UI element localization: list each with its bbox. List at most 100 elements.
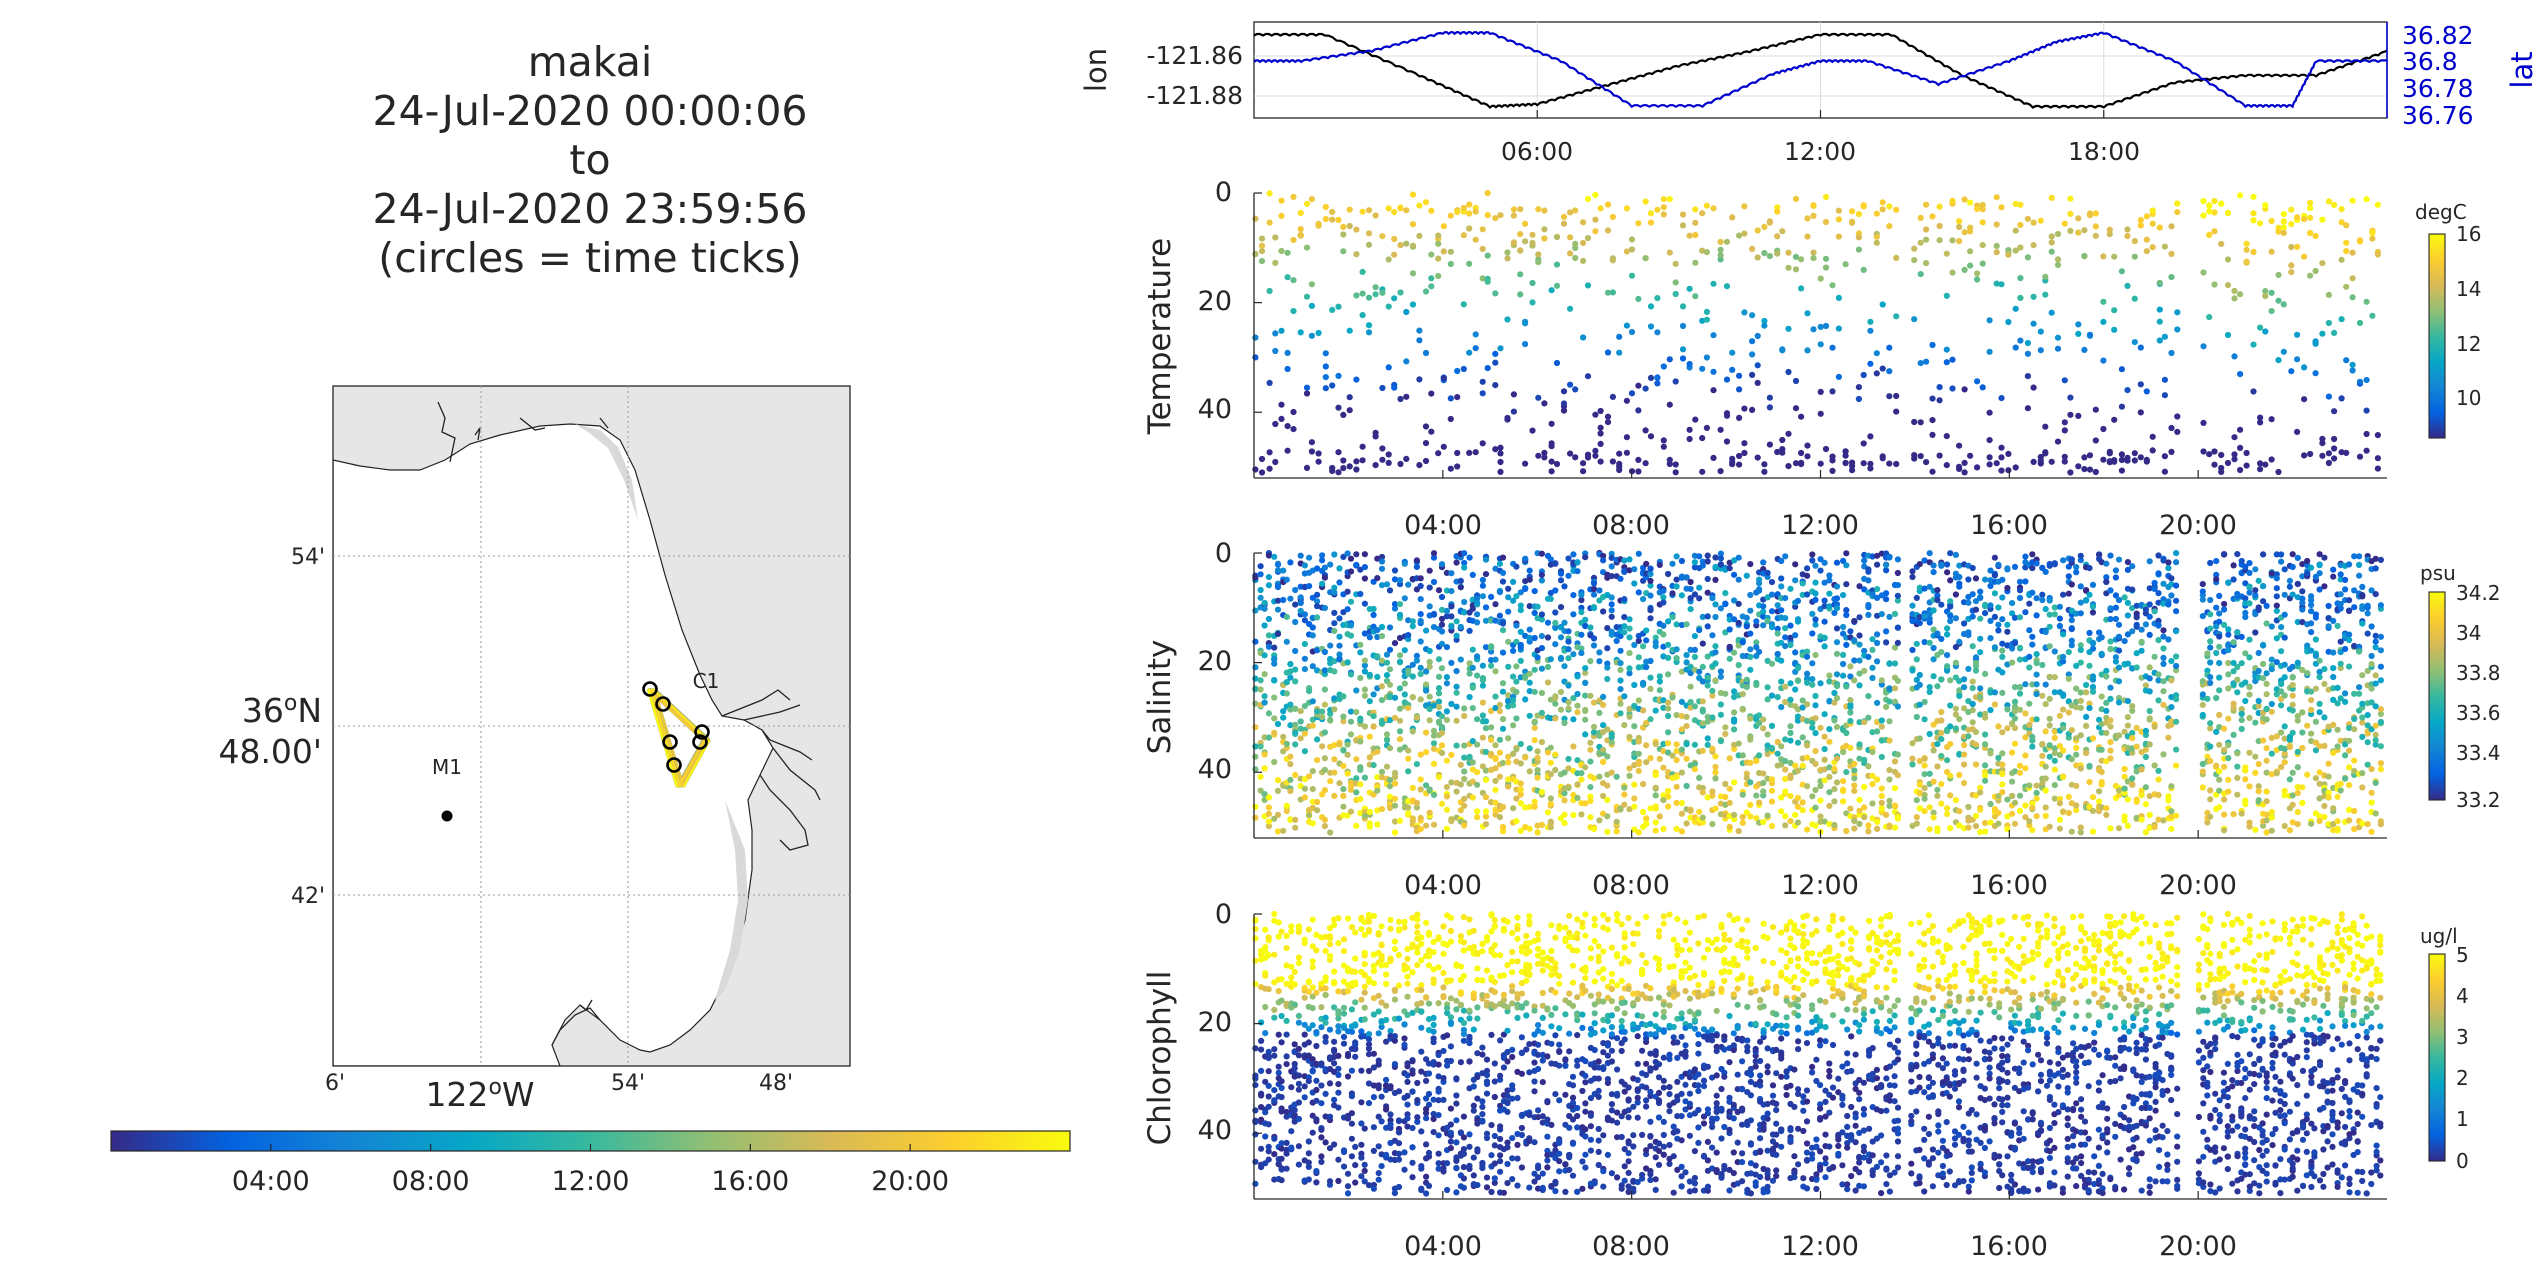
temperature-point[interactable] <box>2092 406 2099 413</box>
salinity-point[interactable] <box>2146 688 2153 695</box>
salinity-point[interactable] <box>1617 647 1624 654</box>
salinity-point[interactable] <box>1817 567 1824 574</box>
salinity-point[interactable] <box>1534 603 1541 610</box>
salinity-point[interactable] <box>1843 641 1850 649</box>
temperature-point[interactable] <box>2067 394 2074 401</box>
temperature-point[interactable] <box>1454 463 1461 470</box>
temperature-point[interactable] <box>2307 199 2314 206</box>
salinity-point[interactable] <box>1274 582 1282 590</box>
temperature-point[interactable] <box>1749 371 1756 378</box>
temperature-point[interactable] <box>1592 452 1599 459</box>
salinity-point[interactable] <box>2294 659 2301 666</box>
salinity-point[interactable] <box>1739 691 1746 698</box>
temperature-point[interactable] <box>2174 200 2181 207</box>
salinity-point[interactable] <box>1600 746 1607 753</box>
temperature-point[interactable] <box>1359 312 1366 319</box>
salinity-point[interactable] <box>1944 757 1951 764</box>
salinity-point[interactable] <box>1809 551 1816 558</box>
salinity-point[interactable] <box>1383 651 1391 658</box>
salinity-point[interactable] <box>1647 674 1654 681</box>
salinity-point[interactable] <box>1878 681 1885 688</box>
salinity-point[interactable] <box>2199 701 2206 709</box>
salinity-point[interactable] <box>2096 798 2103 805</box>
salinity-point[interactable] <box>1596 732 1603 739</box>
salinity-point[interactable] <box>1631 803 1638 810</box>
salinity-point[interactable] <box>1252 638 1259 645</box>
temperature-point[interactable] <box>1385 451 1392 458</box>
salinity-point[interactable] <box>1722 730 1729 738</box>
salinity-point[interactable] <box>1687 578 1694 586</box>
temperature-point[interactable] <box>1479 245 1486 252</box>
salinity-point[interactable] <box>1709 821 1716 828</box>
salinity-point[interactable] <box>2304 771 2311 778</box>
salinity-point[interactable] <box>1466 753 1473 760</box>
temperature-point[interactable] <box>2061 453 2068 460</box>
temperature-point[interactable] <box>1290 408 1297 416</box>
temperature-point[interactable] <box>1353 458 1360 465</box>
salinity-point[interactable] <box>1590 605 1598 612</box>
temperature-point[interactable] <box>1986 454 1993 461</box>
temperature-point[interactable] <box>1879 206 1886 213</box>
salinity-point[interactable] <box>1292 816 1299 823</box>
salinity-point[interactable] <box>1596 817 1603 824</box>
temperature-point[interactable] <box>2106 226 2113 233</box>
salinity-point[interactable] <box>1314 798 1321 806</box>
temperature-point[interactable] <box>1699 365 1706 372</box>
salinity-point[interactable] <box>1287 776 1294 784</box>
temperature-point[interactable] <box>1623 248 1630 255</box>
salinity-point[interactable] <box>1319 713 1326 721</box>
temperature-point[interactable] <box>1379 384 1386 392</box>
salinity-point[interactable] <box>2294 821 2301 828</box>
salinity-point[interactable] <box>1631 723 1638 730</box>
temperature-point[interactable] <box>2143 458 2150 465</box>
salinity-point[interactable] <box>2073 762 2080 769</box>
salinity-point[interactable] <box>1747 733 1754 741</box>
salinity-point[interactable] <box>1430 727 1438 735</box>
salinity-point[interactable] <box>2216 633 2223 640</box>
salinity-point[interactable] <box>1353 709 1360 716</box>
salinity-point[interactable] <box>2273 602 2280 609</box>
salinity-point[interactable] <box>1944 625 1951 632</box>
salinity-point[interactable] <box>2009 610 2016 617</box>
salinity-point[interactable] <box>2033 795 2040 802</box>
temperature-point[interactable] <box>1974 276 1981 283</box>
salinity-point[interactable] <box>1321 686 1328 693</box>
salinity-point[interactable] <box>1916 620 1923 627</box>
salinity-point[interactable] <box>2246 600 2253 607</box>
salinity-point[interactable] <box>1517 602 1524 609</box>
salinity-point[interactable] <box>1809 719 1816 726</box>
salinity-point[interactable] <box>1396 728 1404 735</box>
temperature-point[interactable] <box>1466 225 1473 232</box>
salinity-point[interactable] <box>2115 647 2123 654</box>
salinity-point[interactable] <box>2046 597 2053 604</box>
temperature-point[interactable] <box>2111 416 2118 423</box>
salinity-point[interactable] <box>1652 819 1659 826</box>
salinity-point[interactable] <box>1426 647 1433 655</box>
salinity-point[interactable] <box>1930 778 1937 785</box>
salinity-point[interactable] <box>1353 822 1360 829</box>
temperature-point[interactable] <box>2030 293 2037 300</box>
salinity-point[interactable] <box>1756 720 1763 727</box>
salinity-point[interactable] <box>1496 589 1503 596</box>
salinity-point[interactable] <box>1643 560 1650 568</box>
salinity-point[interactable] <box>1874 586 1881 593</box>
salinity-point[interactable] <box>1587 758 1594 765</box>
salinity-point[interactable] <box>2086 629 2093 637</box>
salinity-point[interactable] <box>1921 698 1928 706</box>
temperature-point[interactable] <box>2124 282 2131 289</box>
salinity-point[interactable] <box>1492 601 1499 608</box>
salinity-point[interactable] <box>1621 614 1628 621</box>
salinity-point[interactable] <box>1438 628 1446 635</box>
temperature-point[interactable] <box>1535 251 1542 258</box>
salinity-point[interactable] <box>1443 680 1450 687</box>
salinity-point[interactable] <box>1956 573 1963 581</box>
temperature-point[interactable] <box>2067 411 2074 418</box>
salinity-point[interactable] <box>1704 558 1711 565</box>
salinity-point[interactable] <box>1617 660 1624 667</box>
salinity-point[interactable] <box>1461 550 1468 557</box>
salinity-point[interactable] <box>1821 756 1828 763</box>
salinity-point[interactable] <box>1665 699 1672 706</box>
temperature-point[interactable] <box>1416 376 1423 383</box>
salinity-point[interactable] <box>1252 766 1259 773</box>
temperature-point[interactable] <box>1409 221 1417 228</box>
